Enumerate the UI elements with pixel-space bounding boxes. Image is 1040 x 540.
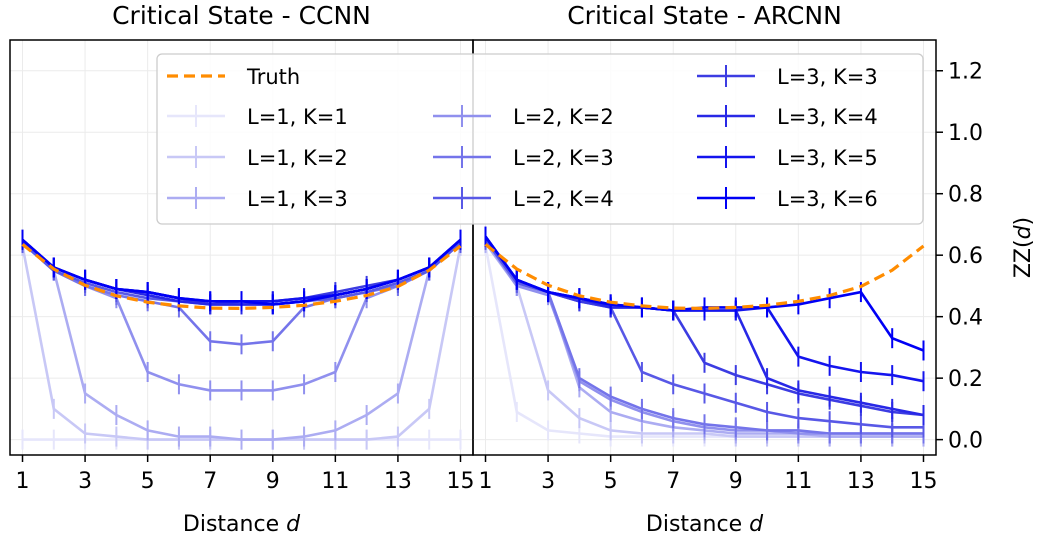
legend-label: L=2, K=2 (513, 105, 614, 129)
series-truth (484, 243, 925, 311)
x-tick-label: 15 (446, 469, 474, 494)
x-tick-label: 1 (479, 469, 493, 494)
legend-entry: L=3, K=6 (697, 187, 878, 211)
axes-frame (472, 39, 937, 456)
legend-label: L=3, K=5 (777, 146, 878, 170)
legend-label: L=2, K=3 (513, 146, 614, 170)
legend-label: Truth (246, 65, 300, 89)
x-tick-label: 13 (847, 469, 875, 494)
series-truth (21, 243, 462, 311)
y-tick-label: 0.4 (948, 306, 983, 331)
x-tick-label: 3 (78, 469, 92, 494)
legend-entry: L=2, K=4 (433, 187, 614, 211)
legend-entry: L=2, K=3 (433, 146, 614, 170)
x-tick-label: 9 (266, 469, 280, 494)
legend: Truth L=1, K=1 L=1, K=2 L=1, K=3 L=2, K=2 L=2… (156, 53, 924, 225)
x-tick-label: 7 (666, 469, 680, 494)
legend-label: L=1, K=2 (247, 146, 348, 170)
y-tick-label: 0.2 (948, 367, 983, 392)
series-l-3-k-6 (484, 226, 925, 361)
x-tick-label: 3 (541, 469, 555, 494)
x-axis-label: Distance d (183, 512, 301, 537)
legend-label: L=3, K=6 (777, 187, 878, 211)
legend-label: L=1, K=1 (247, 105, 348, 129)
series-line (484, 243, 925, 311)
x-tick-label: 11 (321, 469, 349, 494)
x-tick-label: 9 (729, 469, 743, 494)
y-tick-label: 0.6 (948, 244, 983, 269)
legend-label: L=3, K=4 (777, 105, 878, 129)
legend-label: L=3, K=3 (777, 65, 878, 89)
series-line (484, 245, 924, 438)
panel-title: Critical State - ARCNN (567, 1, 842, 30)
x-tick-label: 11 (784, 469, 812, 494)
legend-entry: Truth (167, 65, 300, 89)
y-tick-label: 0.0 (948, 429, 983, 454)
y-tick-label: 0.8 (948, 183, 983, 208)
x-axis-label: Distance d (646, 512, 764, 537)
legend-box (156, 53, 924, 225)
legend-label: L=2, K=4 (513, 187, 614, 211)
y-tick-label: 1.0 (948, 121, 983, 146)
x-tick-label: 5 (141, 469, 155, 494)
series-line (21, 243, 462, 311)
series-l-3-k-6 (21, 229, 462, 315)
panel-title: Critical State - CCNN (112, 1, 371, 30)
x-tick-label: 5 (604, 469, 618, 494)
legend-entry: L=1, K=1 (167, 105, 348, 129)
legend-entry: L=3, K=5 (697, 146, 878, 170)
series-l-2-k-3 (484, 229, 925, 444)
y-tick-label: 1.2 (948, 60, 983, 85)
series-line (484, 242, 924, 438)
legend-label: L=1, K=3 (247, 187, 348, 211)
legend-entry: L=2, K=2 (433, 105, 614, 129)
legend-entry: L=1, K=3 (167, 187, 348, 211)
x-tick-label: 7 (203, 469, 217, 494)
series-line (484, 235, 924, 352)
legend-entry: L=1, K=2 (167, 146, 348, 170)
x-tick-label: 13 (384, 469, 412, 494)
series-line (484, 242, 924, 438)
x-tick-label: 15 (909, 469, 937, 494)
x-tick-label: 1 (16, 469, 30, 494)
legend-entry: L=3, K=3 (697, 65, 878, 89)
series-l-2-k-2 (484, 229, 925, 444)
y-axis-label: ZZ(d) (1011, 217, 1036, 278)
legend-entry: L=3, K=4 (697, 105, 878, 129)
